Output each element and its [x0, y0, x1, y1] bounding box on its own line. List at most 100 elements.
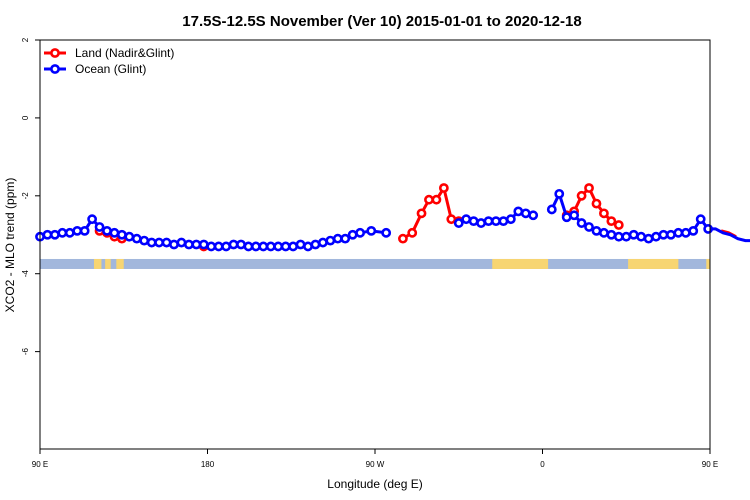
x-tick-label: 0 — [540, 460, 545, 469]
chart-title: 17.5S-12.5S November (Ver 10) 2015-01-01… — [182, 13, 581, 30]
x-tick-label: 180 — [201, 460, 215, 469]
x-axis-label: Longitude (deg E) — [327, 477, 422, 491]
data-point — [183, 239, 194, 250]
data-point — [643, 233, 654, 244]
plot-frame — [39, 39, 711, 450]
data-point — [265, 241, 276, 252]
data-point — [295, 239, 306, 250]
land-ocean-strip — [40, 258, 710, 269]
data-point — [483, 216, 494, 227]
legend: Land (Nadir&Glint) Ocean (Glint) — [44, 46, 174, 76]
data-point — [491, 216, 501, 227]
data-point — [94, 222, 105, 232]
data-point — [124, 231, 135, 242]
data-point — [666, 229, 676, 240]
land-segment — [628, 258, 679, 269]
data-point — [703, 224, 714, 234]
data-point — [520, 208, 531, 219]
legend-item: Ocean (Glint) — [44, 62, 146, 76]
land-segment — [93, 258, 102, 269]
data-point — [636, 231, 647, 242]
data-point — [468, 216, 479, 227]
data-point — [340, 233, 351, 244]
data-point — [206, 241, 217, 252]
data-point — [606, 229, 617, 240]
data-point — [280, 241, 291, 252]
y-tick-label: 2 — [21, 37, 30, 42]
data-point — [680, 227, 691, 238]
data-point — [161, 237, 172, 248]
data-point — [599, 227, 609, 238]
land-segment — [492, 258, 549, 269]
data-point — [584, 222, 594, 232]
data-point — [461, 214, 472, 225]
data-point — [505, 214, 516, 225]
data-point — [258, 241, 269, 252]
ocean-strip — [40, 258, 710, 269]
land-segment — [105, 258, 111, 269]
data-point — [154, 237, 165, 248]
data-point — [102, 225, 112, 236]
series-ocean — [35, 188, 750, 252]
y-tick-label: -6 — [21, 348, 30, 356]
data-point — [139, 235, 150, 246]
data-point — [416, 208, 427, 219]
legend-label: Ocean (Glint) — [75, 62, 146, 76]
data-point — [398, 233, 408, 244]
data-point — [561, 212, 572, 223]
data-point — [250, 241, 261, 252]
data-point — [599, 208, 609, 219]
data-point — [303, 241, 313, 252]
data-point — [569, 210, 580, 221]
y-tick-label: -4 — [21, 270, 30, 278]
data-point — [546, 204, 557, 215]
data-point — [116, 229, 127, 240]
data-point — [446, 214, 457, 225]
data-point — [513, 206, 524, 217]
data-point — [109, 227, 120, 238]
data-point — [424, 194, 434, 205]
land-segment — [706, 258, 710, 269]
data-point — [198, 239, 209, 250]
data-point — [621, 231, 632, 242]
data-point — [243, 241, 254, 252]
x-tick-label: 90 W — [366, 460, 385, 469]
data-point — [591, 198, 602, 209]
data-point — [591, 225, 602, 236]
data-point — [131, 233, 142, 244]
series-layer — [35, 183, 750, 252]
data-point — [651, 231, 661, 242]
data-point — [628, 229, 639, 240]
data-point — [584, 183, 594, 193]
data-point — [528, 210, 539, 221]
legend-swatch-marker — [50, 48, 60, 58]
data-point — [64, 227, 75, 238]
data-point — [355, 227, 366, 238]
data-point — [613, 231, 624, 242]
data-point — [79, 225, 90, 236]
data-point — [176, 237, 187, 248]
x-tick-label: 90 E — [702, 460, 718, 469]
legend-label: Land (Nadir&Glint) — [75, 46, 174, 60]
data-point — [673, 227, 684, 238]
data-point — [146, 237, 157, 248]
data-point — [310, 239, 321, 250]
data-point — [317, 237, 328, 248]
data-point — [221, 241, 232, 252]
y-tick-label: -2 — [21, 192, 30, 200]
data-point — [381, 227, 392, 238]
data-point — [498, 216, 509, 227]
data-point — [49, 229, 60, 240]
data-point — [42, 229, 53, 240]
data-point — [325, 235, 336, 246]
data-point — [57, 227, 68, 238]
data-point — [228, 239, 239, 250]
data-point — [407, 227, 418, 238]
data-point — [606, 216, 617, 227]
data-point — [347, 229, 358, 240]
legend-swatch-marker — [50, 64, 60, 74]
data-point — [613, 220, 624, 230]
x-axis: 90 E 180 90 W 0 90 E — [32, 449, 718, 469]
data-point — [72, 225, 83, 236]
y-axis: 2 0 -2 -4 -6 — [21, 37, 40, 355]
